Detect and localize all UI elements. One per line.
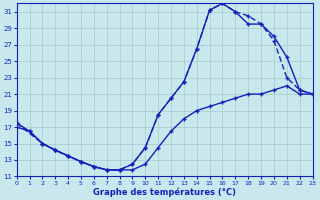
X-axis label: Graphe des températures (°C): Graphe des températures (°C) — [93, 187, 236, 197]
